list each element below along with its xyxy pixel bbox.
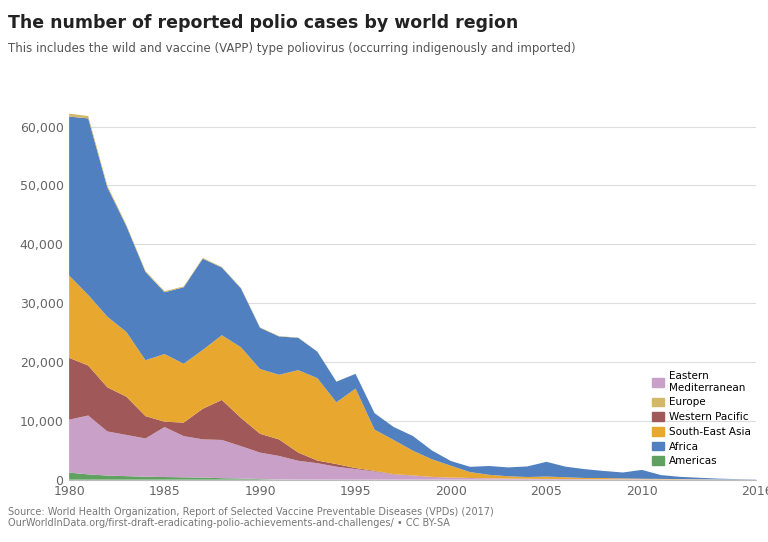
Legend: Eastern
Mediterranean, Europe, Western Pacific, South-East Asia, Africa, America: Eastern Mediterranean, Europe, Western P… [652, 371, 751, 466]
Text: in Data: in Data [675, 46, 715, 56]
Text: Source: World Health Organization, Report of Selected Vaccine Preventable Diseas: Source: World Health Organization, Repor… [8, 507, 493, 528]
Text: This includes the wild and vaccine (VAPP) type poliovirus (occurring indigenousl: This includes the wild and vaccine (VAPP… [8, 42, 575, 55]
Text: Our World: Our World [667, 28, 723, 38]
Text: The number of reported polio cases by world region: The number of reported polio cases by wo… [8, 14, 518, 31]
